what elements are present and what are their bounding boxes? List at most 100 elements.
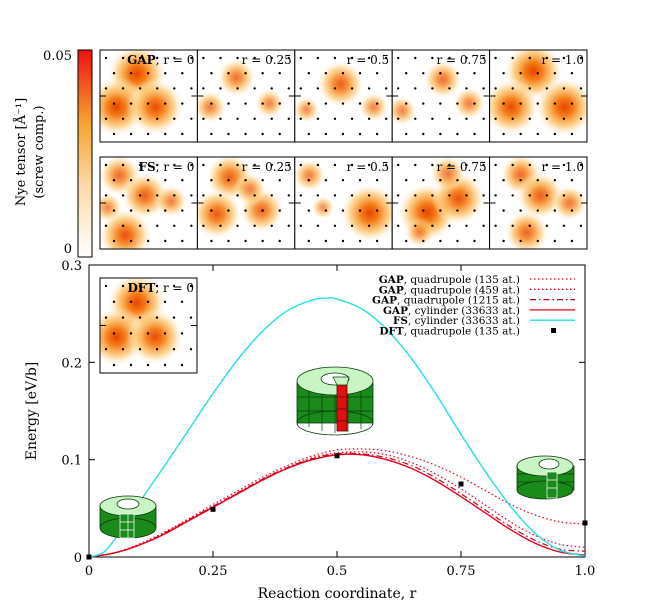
atom-dot <box>502 239 505 243</box>
atom-dot <box>397 117 400 121</box>
atom-dot <box>405 179 408 182</box>
atom-dot <box>253 56 256 60</box>
map-label: r = 1.0 <box>541 160 584 174</box>
atom-dot <box>163 300 167 303</box>
atom-dot <box>324 102 328 105</box>
atom-dot <box>104 163 108 167</box>
atom-dot <box>519 102 522 105</box>
atom-dot <box>307 132 310 136</box>
atom-dot <box>104 117 108 121</box>
atom-dot <box>236 56 239 60</box>
dft-data-point <box>210 506 216 512</box>
nye-map-panel: r = 0.5 <box>294 156 393 250</box>
atom-dot <box>562 224 566 227</box>
atom-dot <box>299 163 302 167</box>
atom-dot <box>146 179 150 182</box>
map-method: GAP <box>127 53 156 67</box>
density-spot <box>429 157 466 192</box>
cylinder-illustration-right <box>516 455 575 500</box>
legend-entry: GAP, quadrupole (1215 at.) <box>372 295 520 307</box>
map-label: r = 0.75 <box>436 160 486 174</box>
nye-map-panel: r = 0.5 <box>294 49 393 143</box>
atom-dot <box>375 102 379 105</box>
atom-dot <box>439 72 442 75</box>
atom-dot <box>253 194 256 197</box>
atom-dot <box>511 56 514 60</box>
atom-dot <box>244 179 247 182</box>
atom-dot <box>562 163 566 167</box>
atom-dot <box>138 316 142 319</box>
atom-dot <box>190 194 193 197</box>
map-label: r = 1.0 <box>541 53 584 67</box>
y-tick-label: 0.3 <box>61 259 82 274</box>
y-tick-label: 0 <box>74 551 82 566</box>
atom-dot <box>112 239 116 243</box>
atom-dot <box>385 163 388 167</box>
atom-dot <box>562 194 566 197</box>
atom-dot <box>244 209 247 212</box>
atom-dot <box>173 194 176 197</box>
atom-dot <box>299 194 302 197</box>
atom-dot <box>190 224 193 227</box>
atom-dot <box>482 163 485 167</box>
atom-dot <box>112 132 116 136</box>
atom-dot <box>494 87 497 90</box>
atom-dot <box>146 300 150 303</box>
atom-dot <box>173 56 176 60</box>
atom-dot <box>350 87 354 90</box>
atom-dot <box>121 117 125 121</box>
atom-dot <box>536 72 539 75</box>
nye-map-panel: r = 0.75 <box>391 49 491 143</box>
atom-dot <box>156 56 159 60</box>
atom-dot <box>579 163 583 167</box>
atom-dot <box>112 72 116 75</box>
atom-dot <box>405 72 408 75</box>
dft-data-point <box>86 554 92 560</box>
atom-dot <box>414 56 417 60</box>
map-label: FS, r = 0 <box>139 160 195 174</box>
map-r-value: , r = 0 <box>156 160 195 174</box>
map-spots <box>397 157 486 248</box>
map-spots <box>294 60 389 124</box>
atom-dot <box>502 132 505 136</box>
atom-dot <box>253 163 256 167</box>
atom-dot <box>502 72 505 75</box>
atom-dot <box>121 316 125 319</box>
atom-dot <box>333 224 337 227</box>
atom-dot <box>190 117 193 121</box>
atom-dot <box>202 117 205 121</box>
atom-dot <box>156 87 159 90</box>
atom-dot <box>287 56 290 60</box>
nye-map-panel: DFT, r = 0 <box>99 277 198 374</box>
map-label: r = 0.75 <box>436 53 486 67</box>
atom-dot <box>553 179 557 182</box>
dft-inset-map: DFT, r = 0 <box>99 277 198 374</box>
atom-dot <box>553 72 557 75</box>
atom-dot <box>112 179 116 182</box>
atom-dot <box>146 72 150 75</box>
atom-dot <box>189 348 193 351</box>
atom-dot <box>397 224 400 227</box>
atom-dot <box>553 102 557 105</box>
legend-entry: GAP, cylinder (33633 at.) <box>383 305 520 317</box>
atom-dot <box>562 117 566 121</box>
atom-dot <box>253 87 256 90</box>
atom-dot <box>316 56 320 60</box>
atom-dot <box>121 348 125 351</box>
atom-dot <box>299 224 302 227</box>
atom-dot <box>121 284 125 288</box>
map-r-value: r = 0.5 <box>347 160 390 174</box>
atom-dot <box>473 239 476 243</box>
atom-dot <box>138 56 142 60</box>
map-border <box>489 49 588 143</box>
atom-dot <box>397 163 400 167</box>
density-spot <box>294 158 326 192</box>
colorbar <box>77 49 93 258</box>
atom-dot <box>112 332 116 335</box>
atom-dot <box>570 72 574 75</box>
atom-dot <box>545 117 549 121</box>
atom-dot <box>307 209 310 212</box>
atom-dot <box>210 239 213 243</box>
density-spot <box>197 188 243 240</box>
atom-dot <box>414 194 417 197</box>
